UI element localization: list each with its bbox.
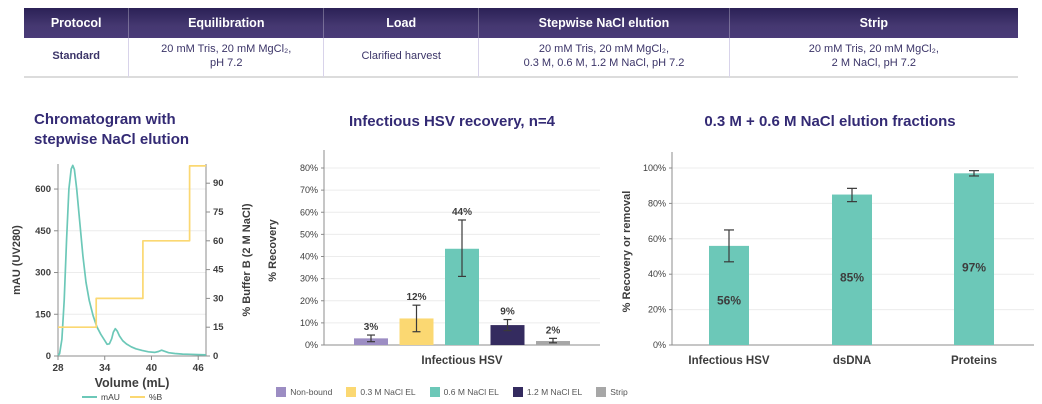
svg-text:40: 40 xyxy=(146,363,158,374)
svg-text:30: 30 xyxy=(213,293,224,304)
legend-label: 1.2 M NaCl EL xyxy=(526,387,583,397)
hsv-recovery-title: Infectious HSV recovery, n=4 xyxy=(348,113,556,130)
legend-swatch xyxy=(429,387,440,397)
svg-text:mAU (UV280): mAU (UV280) xyxy=(11,225,23,295)
hsv-recovery-chart: Infectious HSV recovery, n=4 0% 10% 20% 30%… xyxy=(264,112,640,397)
svg-text:Infectious HSV: Infectious HSV xyxy=(421,355,502,367)
legend-label: Strip xyxy=(610,387,628,397)
svg-text:12%: 12% xyxy=(406,292,426,303)
table-header-stepwise-elution: Stepwise NaCl elution xyxy=(479,8,730,38)
legend-item-Non-bound: Non-bound xyxy=(276,387,332,397)
series-%B xyxy=(58,165,206,329)
svg-text:% Buffer B (2 M NaCl): % Buffer B (2 M NaCl) xyxy=(241,203,253,316)
svg-text:40%: 40% xyxy=(300,252,318,262)
svg-text:28: 28 xyxy=(52,363,64,374)
chromatogram-chart: Chromatogram with stepwise NaCl elution … xyxy=(6,110,264,404)
elution-fractions-title: 0.3 M + 0.6 M NaCl elution fractions xyxy=(704,113,956,130)
protocol-table-header-row: Protocol Equilibration Load Stepwise NaC… xyxy=(24,8,1018,38)
svg-text:dsDNA: dsDNA xyxy=(833,355,871,367)
legend-item-0.3 M NaCl EL: 0.3 M NaCl EL xyxy=(346,387,416,397)
legend-swatch xyxy=(276,387,287,397)
svg-text:60%: 60% xyxy=(648,234,666,244)
svg-text:% Recovery: % Recovery xyxy=(267,218,279,281)
svg-text:Proteins: Proteins xyxy=(951,355,997,367)
svg-text:3%: 3% xyxy=(364,322,379,333)
bar-dsDNA xyxy=(832,194,872,345)
svg-text:100%: 100% xyxy=(643,163,666,173)
svg-text:56%: 56% xyxy=(717,293,741,307)
svg-text:2%: 2% xyxy=(546,325,561,336)
svg-text:mAU: mAU xyxy=(101,392,120,402)
svg-text:%B: %B xyxy=(149,392,163,402)
table-header-equilibration: Equilibration xyxy=(129,8,325,38)
svg-text:45: 45 xyxy=(213,265,224,276)
table-cell-strip: 20 mM Tris, 20 mM MgCl₂, 2 M NaCl, pH 7.… xyxy=(729,38,1018,78)
legend-label: 0.3 M NaCl EL xyxy=(360,387,416,397)
svg-text:44%: 44% xyxy=(452,207,472,218)
svg-text:80%: 80% xyxy=(648,198,666,208)
bar-1.2 M NaCl EL xyxy=(490,325,525,345)
legend-swatch xyxy=(596,387,607,397)
svg-text:Infectious HSV: Infectious HSV xyxy=(688,355,769,367)
legend-item-1.2 M NaCl EL: 1.2 M NaCl EL xyxy=(512,387,583,397)
series-mAU xyxy=(57,164,207,357)
svg-text:0: 0 xyxy=(46,351,51,362)
table-cell-protocol: Standard xyxy=(24,38,130,78)
svg-text:10%: 10% xyxy=(300,318,318,328)
svg-text:20%: 20% xyxy=(300,296,318,306)
legend-item-0.6 M NaCl EL: 0.6 M NaCl EL xyxy=(429,387,499,397)
table-cell-stepwise-elution: 20 mM Tris, 20 mM MgCl₂, 0.3 M, 0.6 M, 1… xyxy=(479,38,730,78)
svg-text:34: 34 xyxy=(99,363,111,374)
chromatogram-title: Chromatogram with stepwise NaCl elution xyxy=(34,111,190,148)
svg-text:9%: 9% xyxy=(500,307,515,318)
svg-text:15: 15 xyxy=(213,322,224,333)
svg-text:30%: 30% xyxy=(300,274,318,284)
table-header-strip: Strip xyxy=(729,8,1018,38)
svg-text:Volume (mL): Volume (mL) xyxy=(95,376,170,390)
table-cell-equilibration: 20 mM Tris, 20 mM MgCl₂, pH 7.2 xyxy=(129,38,325,78)
svg-text:0: 0 xyxy=(213,351,218,362)
svg-text:60%: 60% xyxy=(300,207,318,217)
svg-text:150: 150 xyxy=(35,309,51,320)
bar-Proteins xyxy=(954,173,994,345)
svg-text:450: 450 xyxy=(35,226,51,237)
legend-label: Non-bound xyxy=(290,387,333,397)
svg-text:0%: 0% xyxy=(653,340,666,350)
svg-text:0%: 0% xyxy=(305,340,318,350)
chromatogram-plot: 0 150 300 450 600 0 15 30 45 60 75 90 28 34 40 46 mAU (U… xyxy=(11,164,253,402)
protocol-table-body-row: Standard 20 mM Tris, 20 mM MgCl₂, pH 7.2… xyxy=(24,38,1018,78)
legend-swatch xyxy=(346,387,357,397)
svg-text:90: 90 xyxy=(213,178,224,189)
legend-label: 0.6 M NaCl EL xyxy=(443,387,499,397)
legend-swatch xyxy=(512,387,523,397)
svg-text:50%: 50% xyxy=(300,229,318,239)
table-header-load: Load xyxy=(324,8,480,38)
hsv-recovery-plot: 0% 10% 20% 30% 40% 50% 60% 70% 80% 3% 12% 44% 9% 2% % … xyxy=(267,150,600,367)
svg-text:70%: 70% xyxy=(300,185,318,195)
elution-fractions-plot: 0% 20% 40% 60% 80% 100% 56% Infectious HSV 85% ds… xyxy=(621,152,1034,367)
svg-text:600: 600 xyxy=(35,184,51,195)
svg-text:40%: 40% xyxy=(648,269,666,279)
legend-item-Strip: Strip xyxy=(596,387,628,397)
svg-text:300: 300 xyxy=(35,268,51,279)
svg-text:75: 75 xyxy=(213,207,224,218)
svg-text:46: 46 xyxy=(193,363,205,374)
svg-text:60: 60 xyxy=(213,236,224,247)
svg-text:20%: 20% xyxy=(648,305,666,315)
svg-text:97%: 97% xyxy=(962,261,986,275)
svg-text:85%: 85% xyxy=(840,270,864,284)
svg-text:% Recovery or removal: % Recovery or removal xyxy=(621,191,633,313)
elution-fractions-chart: 0.3 M + 0.6 M NaCl elution fractions 0% 2… xyxy=(618,112,1042,387)
protocol-table: Protocol Equilibration Load Stepwise NaC… xyxy=(24,8,1018,78)
table-cell-load: Clarified harvest xyxy=(324,38,480,78)
hsv-recovery-legend: Non-bound 0.3 M NaCl EL 0.6 M NaCl EL 1.2 M… xyxy=(264,387,640,397)
table-header-protocol: Protocol xyxy=(24,8,130,38)
svg-text:80%: 80% xyxy=(300,163,318,173)
